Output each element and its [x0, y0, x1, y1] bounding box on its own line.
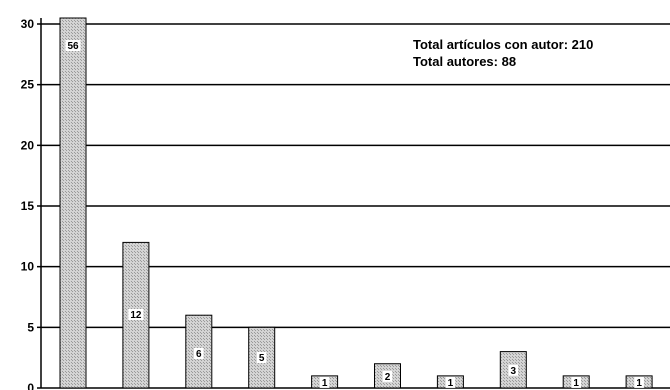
- data-label: 2: [385, 372, 391, 383]
- bar: [185, 314, 213, 389]
- data-label-bg: [194, 348, 204, 359]
- bar: [248, 326, 276, 389]
- data-label-bg: [382, 370, 393, 382]
- data-label: 1: [448, 378, 454, 389]
- data-label-bg: [508, 364, 519, 376]
- data-label: 56: [67, 41, 79, 52]
- data-label: 12: [130, 310, 142, 321]
- data-label-bg: [634, 376, 644, 388]
- data-label: 3: [511, 366, 517, 377]
- y-tick-label: 10: [21, 260, 35, 274]
- data-label: 1: [322, 378, 328, 389]
- data-label: 1: [636, 378, 642, 389]
- data-label-bg: [571, 376, 581, 388]
- y-tick-label: 30: [21, 17, 35, 31]
- data-label-bg: [319, 376, 330, 388]
- y-tick-label: 0: [27, 381, 34, 390]
- total-articles-text: Total artículos con autor: 210: [413, 37, 594, 52]
- y-tick-label: 25: [21, 78, 35, 92]
- data-label-bg: [128, 309, 144, 320]
- y-tick-label: 5: [27, 320, 34, 334]
- y-tick-label: 15: [21, 199, 35, 213]
- data-label-bg: [445, 376, 456, 388]
- bars: [59, 17, 653, 389]
- total-authors-text: Total autores: 88: [413, 54, 517, 69]
- y-axis: 0 5 10 15 20 25 30: [21, 17, 42, 390]
- data-label: 6: [196, 349, 202, 360]
- bar: [59, 17, 87, 389]
- data-label: 5: [259, 353, 265, 364]
- data-label-bg: [256, 352, 267, 363]
- data-label-bg: [65, 40, 81, 51]
- y-tick-label: 20: [21, 138, 35, 152]
- summary-annotation: Total artículos con autor: 210 Total aut…: [413, 36, 593, 70]
- data-label: 1: [573, 378, 579, 389]
